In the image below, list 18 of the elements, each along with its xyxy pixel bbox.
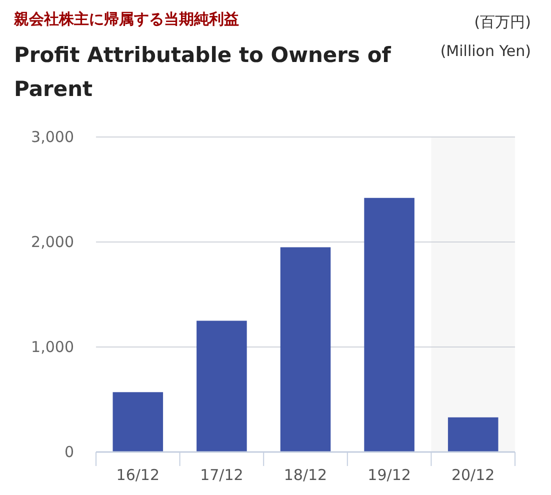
chart-subtitle: Profit Attributable to Owners of Parent (14, 42, 392, 103)
bar (280, 247, 331, 452)
y-tick-label: 3,000 (31, 128, 74, 146)
bar (112, 392, 164, 452)
bar (196, 320, 247, 452)
bar (448, 417, 498, 452)
text: (百万円) (473, 12, 531, 33)
y-tick-label: 1,000 (31, 338, 74, 356)
x-tick-label: 18/12 (284, 466, 328, 484)
y-tick-label: 0 (64, 443, 74, 461)
y-tick-label: 2,000 (31, 233, 74, 251)
text: (Million Yen) (440, 41, 531, 62)
x-tick-label: 16/12 (116, 466, 160, 484)
x-tick-label: 17/12 (200, 466, 244, 484)
bar (364, 198, 414, 452)
x-tick-label: 19/12 (368, 466, 411, 484)
x-tick-label: 20/12 (451, 466, 495, 484)
chart-title: 親会社株主に帰属する当期純利益 (14, 10, 239, 29)
